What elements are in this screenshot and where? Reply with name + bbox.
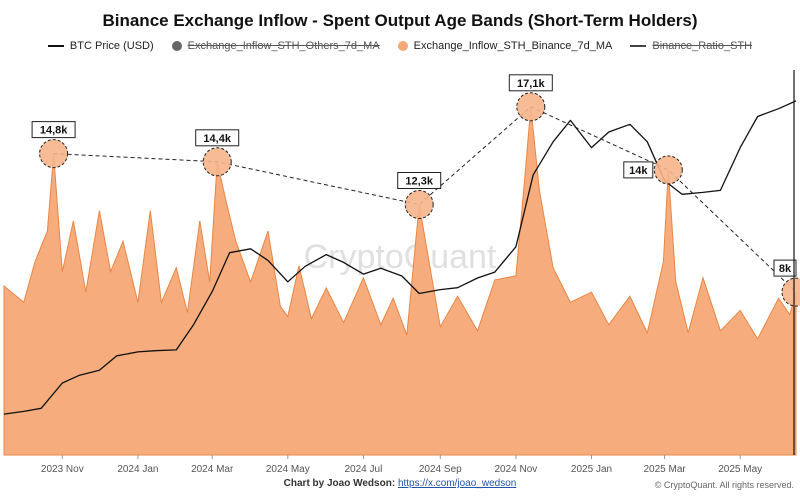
peak-label-box bbox=[31, 121, 76, 139]
legend: BTC Price (USD) Exchange_Inflow_STH_Othe… bbox=[0, 40, 800, 52]
chart-title: Binance Exchange Inflow - Spent Output A… bbox=[102, 11, 698, 30]
peak-marker bbox=[404, 190, 434, 219]
x-tick-label: 2024 Mar bbox=[191, 464, 234, 475]
peak-marker bbox=[781, 277, 800, 307]
legend-item-binance-ratio[interactable]: Binance_Ratio_STH bbox=[630, 40, 752, 52]
legend-item-btc-price[interactable]: BTC Price (USD) bbox=[47, 40, 154, 52]
legend-label: Exchange_Inflow_STH_Others_7d_MA bbox=[187, 40, 380, 52]
peak-label-box bbox=[508, 74, 553, 92]
peak-trend-line bbox=[53, 106, 797, 293]
legend-label: Binance_Ratio_STH bbox=[652, 40, 753, 52]
x-tick-label: 2024 Nov bbox=[494, 464, 537, 475]
credit-prefix: Chart by Joao Wedson: bbox=[283, 478, 396, 489]
peak-label-box bbox=[773, 259, 797, 277]
peak-label-box bbox=[195, 129, 240, 147]
legend-label: BTC Price (USD) bbox=[69, 40, 154, 52]
peak-marker bbox=[653, 155, 683, 185]
peak-marker bbox=[39, 139, 69, 169]
x-tick-label: 2024 Sep bbox=[419, 464, 462, 475]
copyright-text: © CryptoQuant. All rights reserved. bbox=[654, 480, 794, 490]
x-tick-label: 2025 Jan bbox=[571, 464, 612, 475]
peak-label: 14,8k bbox=[40, 125, 68, 137]
legend-item-sth-others[interactable]: Exchange_Inflow_STH_Others_7d_MA bbox=[171, 40, 380, 52]
x-tick-label: 2024 Jul bbox=[344, 464, 382, 475]
peak-label: 12,3k bbox=[405, 176, 433, 188]
x-tick-label: 2025 Mar bbox=[643, 464, 686, 475]
peak-marker bbox=[202, 147, 232, 177]
peak-label: 8k bbox=[779, 263, 792, 275]
x-tick-label: 2025 May bbox=[718, 464, 762, 475]
x-tick-label: 2023 Nov bbox=[41, 464, 84, 475]
peak-marker bbox=[516, 92, 546, 122]
credit-link[interactable]: https://x.com/joao_wedson bbox=[397, 478, 517, 489]
footer-credit: Chart by Joao Wedson: https://x.com/joao… bbox=[0, 478, 800, 489]
x-tick-label: 2024 Jan bbox=[117, 464, 158, 475]
peak-label-box bbox=[623, 161, 654, 179]
watermark: CryptoQuant bbox=[304, 238, 497, 276]
peak-label: 17,1k bbox=[517, 78, 545, 90]
legend-item-sth-binance[interactable]: Exchange_Inflow_STH_Binance_7d_MA bbox=[397, 40, 613, 52]
legend-swatch-sth-others bbox=[171, 41, 182, 51]
peak-label: 14,4k bbox=[203, 133, 231, 145]
legend-swatch-btc-price bbox=[47, 45, 64, 47]
peak-label-box bbox=[397, 172, 442, 189]
legend-label: Exchange_Inflow_STH_Binance_7d_MA bbox=[413, 40, 613, 52]
legend-swatch-sth-binance bbox=[397, 41, 408, 51]
peak-label: 14k bbox=[629, 165, 648, 177]
legend-swatch-binance-ratio bbox=[630, 45, 647, 47]
x-tick-label: 2024 May bbox=[266, 464, 310, 475]
inflow-area-series bbox=[3, 106, 797, 456]
